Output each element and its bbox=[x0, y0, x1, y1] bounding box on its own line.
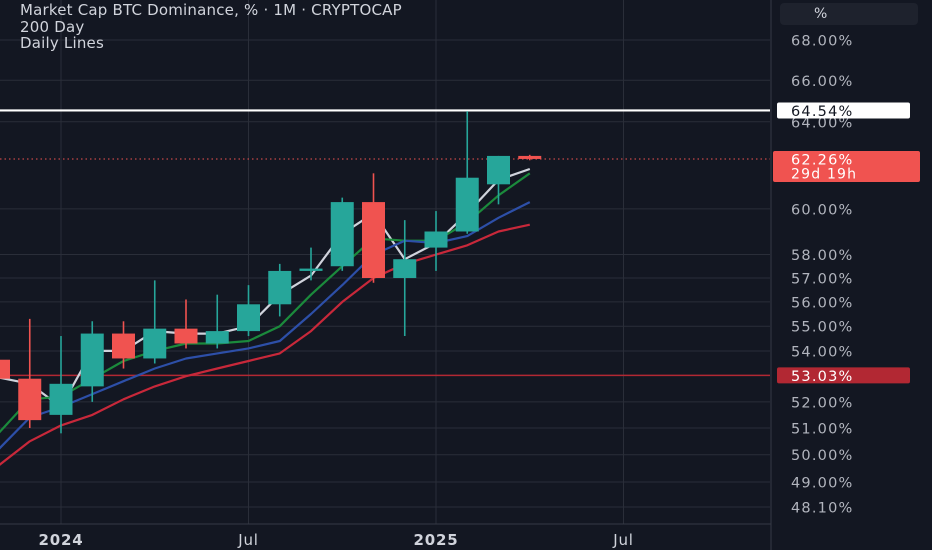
candle-body-2025-01 bbox=[424, 231, 448, 248]
candle-body-2024-08 bbox=[268, 270, 292, 305]
chart-legend: Market Cap BTC Dominance, % · 1M · CRYPT… bbox=[20, 2, 402, 52]
y-tick-label: 66.00% bbox=[791, 74, 854, 90]
x-tick-label: 2025 bbox=[414, 531, 459, 549]
candle-body-2025-02 bbox=[455, 177, 479, 232]
y-tick-label: 50.00% bbox=[791, 448, 854, 464]
candle-body-2024-06 bbox=[205, 331, 229, 344]
candle-body-2024-04 bbox=[143, 328, 167, 359]
hline-label-1: 53.03% bbox=[791, 369, 854, 385]
current-price-label-bg bbox=[773, 150, 920, 182]
candle-body-2024-11 bbox=[362, 202, 385, 279]
y-tick-label: 60.00% bbox=[791, 202, 854, 218]
y-tick-label: 57.00% bbox=[791, 272, 854, 288]
hline-label-0: 64.54% bbox=[791, 104, 854, 120]
legend-line-3: Daily Lines bbox=[20, 34, 104, 52]
y-tick-label: 49.00% bbox=[791, 475, 854, 491]
y-tick-label: 58.00% bbox=[791, 248, 854, 264]
hline-label-bg-1 bbox=[777, 367, 910, 384]
candle-body-2024-01 bbox=[49, 383, 73, 415]
candle-body-2023-11 bbox=[0, 359, 10, 379]
hline-label-bg-0 bbox=[777, 102, 910, 119]
y-tick-label: 56.00% bbox=[791, 295, 854, 311]
legend-title: Market Cap BTC Dominance, % · 1M · CRYPT… bbox=[20, 1, 402, 19]
candle-body-2024-05 bbox=[174, 328, 198, 344]
current-price-label: 62.26% bbox=[791, 152, 854, 168]
current-price-countdown: 29d 19h bbox=[791, 166, 857, 182]
candle-body-2024-10 bbox=[330, 202, 354, 267]
candle-body-2024-02 bbox=[80, 333, 104, 387]
candle-body-2024-09 bbox=[299, 268, 323, 271]
candle-body-2024-12 bbox=[393, 259, 417, 279]
candle-body-2025-04 bbox=[518, 155, 542, 159]
percent-scale-button[interactable]: % bbox=[780, 3, 918, 25]
candle-body-2025-03 bbox=[487, 155, 510, 185]
y-tick-label: 52.00% bbox=[791, 395, 854, 411]
legend-line-2: 200 Day bbox=[20, 17, 85, 36]
indicator-line-3 bbox=[0, 223, 531, 466]
y-tick-label: 51.00% bbox=[791, 422, 854, 438]
y-tick-label: 54.00% bbox=[791, 344, 854, 360]
candle-body-2024-07 bbox=[237, 304, 260, 332]
candle-body-2023-12 bbox=[18, 378, 42, 421]
y-tick-label: 68.00% bbox=[791, 34, 854, 50]
y-tick-label: 64.00% bbox=[791, 115, 854, 131]
y-tick-label: 55.00% bbox=[791, 320, 854, 336]
x-tick-label: Jul bbox=[612, 531, 634, 549]
candle-body-2024-03 bbox=[112, 333, 135, 359]
x-tick-label: 2024 bbox=[39, 531, 84, 549]
y-tick-label: 48.10% bbox=[791, 501, 854, 517]
x-tick-label: Jul bbox=[237, 531, 259, 549]
